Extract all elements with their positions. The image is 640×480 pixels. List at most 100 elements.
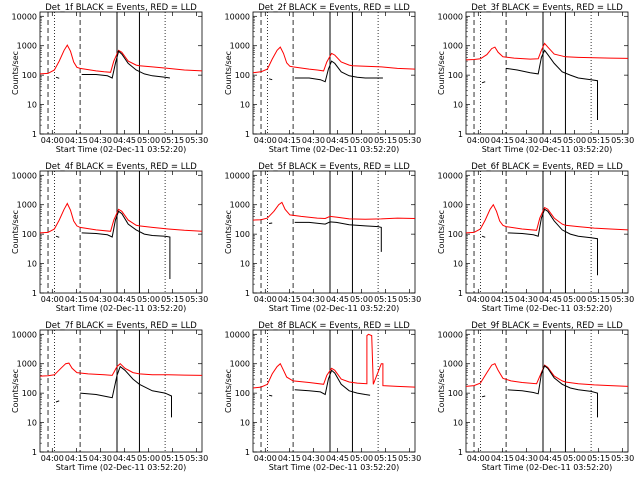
series-line-events <box>55 400 60 403</box>
x-tick-label: 05:00 <box>563 136 586 145</box>
x-tick-label: 04:00 <box>254 295 277 304</box>
x-axis-label: Start Time (02-Dec-11 03:52:20) <box>269 463 400 472</box>
y-tick-label: 1 <box>245 130 250 139</box>
y-tick-label: 100 <box>448 230 463 239</box>
panel-2: Det_2f BLACK = Events, RED = LLD 1 10 100 10… <box>224 3 421 154</box>
x-tick-label: 04:15 <box>491 295 514 304</box>
y-tick-label: 10 <box>240 419 250 428</box>
y-axis-label: Counts/sec <box>11 369 20 413</box>
y-tick-label: 1 <box>32 289 37 298</box>
x-axis-label: Start Time (02-Dec-11 03:52:20) <box>482 145 613 154</box>
y-axis-label: Counts/sec <box>11 51 20 95</box>
panel-6: Det_6f BLACK = Events, RED = LLD 1 10 100 10… <box>437 162 634 313</box>
x-tick-label: 04:00 <box>41 454 64 463</box>
y-axis-label: Counts/sec <box>11 210 20 254</box>
x-tick-label: 04:45 <box>539 454 562 463</box>
y-tick-label: 100 <box>22 230 37 239</box>
y-tick-label: 10000 <box>12 12 37 21</box>
panel-title: Det_6f BLACK = Events, RED = LLD <box>471 162 623 172</box>
x-tick-label: 04:15 <box>491 136 514 145</box>
panel-1: Det_1f BLACK = Events, RED = LLD 1 10 100 10… <box>11 3 208 154</box>
x-tick-label: 05:00 <box>350 295 373 304</box>
x-axis-label: Start Time (02-Dec-11 03:52:20) <box>56 463 187 472</box>
x-tick-label: 04:45 <box>326 136 349 145</box>
series-line-events <box>481 395 486 398</box>
x-tick-label: 05:15 <box>374 454 397 463</box>
series-line-events <box>55 76 60 79</box>
x-tick-label: 05:15 <box>374 136 397 145</box>
series-line-events <box>506 49 598 120</box>
y-tick-label: 1 <box>245 448 250 457</box>
series-line-events <box>80 365 172 418</box>
x-tick-label: 05:15 <box>587 136 610 145</box>
x-tick-label: 04:15 <box>65 295 88 304</box>
x-tick-label: 05:30 <box>611 136 634 145</box>
x-tick-label: 05:00 <box>350 136 373 145</box>
x-tick-label: 04:45 <box>113 454 136 463</box>
x-tick-label: 04:30 <box>302 136 325 145</box>
y-axis-label: Counts/sec <box>437 51 446 95</box>
y-axis-label: Counts/sec <box>224 369 233 413</box>
y-tick-label: 1000 <box>230 360 250 369</box>
plot-frame <box>39 329 203 453</box>
x-tick-label: 05:00 <box>137 295 160 304</box>
y-tick-label: 1 <box>458 130 463 139</box>
x-tick-label: 04:00 <box>254 136 277 145</box>
series-line-events <box>81 50 170 79</box>
x-tick-label: 04:00 <box>467 454 490 463</box>
panel-title: Det_8f BLACK = Events, RED = LLD <box>258 321 410 331</box>
y-tick-label: 1000 <box>17 42 37 51</box>
plot-frame <box>465 329 629 453</box>
panel-4: Det_4f BLACK = Events, RED = LLD 1 10 100 10… <box>11 162 208 313</box>
x-tick-label: 04:15 <box>65 454 88 463</box>
x-tick-label: 05:00 <box>137 136 160 145</box>
x-axis-label: Start Time (02-Dec-11 03:52:20) <box>482 463 613 472</box>
series-line-events <box>507 364 598 418</box>
x-tick-label: 04:45 <box>539 136 562 145</box>
y-tick-label: 1 <box>32 448 37 457</box>
x-tick-label: 04:30 <box>515 454 538 463</box>
y-tick-label: 10000 <box>225 171 250 180</box>
x-axis-label: Start Time (02-Dec-11 03:52:20) <box>56 145 187 154</box>
panel-title: Det_5f BLACK = Events, RED = LLD <box>258 162 410 172</box>
y-tick-label: 100 <box>22 71 37 80</box>
plot-frame <box>39 170 203 294</box>
panel-7: Det_7f BLACK = Events, RED = LLD 1 10 100 10… <box>11 321 208 472</box>
y-tick-label: 100 <box>235 71 250 80</box>
y-tick-label: 10 <box>453 260 463 269</box>
x-tick-label: 04:00 <box>41 295 64 304</box>
series-line-events <box>268 78 273 81</box>
x-tick-label: 04:45 <box>113 295 136 304</box>
y-tick-label: 10 <box>453 419 463 428</box>
y-tick-label: 1 <box>458 448 463 457</box>
plot-frame <box>39 11 203 135</box>
y-axis-label: Counts/sec <box>437 369 446 413</box>
plot-frame <box>252 11 416 135</box>
y-tick-label: 10 <box>27 260 37 269</box>
series-line-lld <box>465 203 629 234</box>
series-line-events <box>481 81 486 84</box>
y-tick-label: 1000 <box>443 360 463 369</box>
x-tick-label: 05:15 <box>587 295 610 304</box>
series-line-events <box>294 221 382 252</box>
x-tick-label: 05:30 <box>185 136 208 145</box>
x-tick-label: 04:30 <box>89 295 112 304</box>
y-tick-label: 1000 <box>443 201 463 210</box>
series-line-lld <box>39 202 203 234</box>
x-tick-label: 04:00 <box>467 136 490 145</box>
y-axis-label: Counts/sec <box>224 51 233 95</box>
x-tick-label: 04:30 <box>515 136 538 145</box>
panel-5: Det_5f BLACK = Events, RED = LLD 1 10 100 10… <box>224 162 421 313</box>
series-line-events <box>81 210 171 279</box>
panel-3: Det_3f BLACK = Events, RED = LLD 1 10 100 10… <box>437 3 634 154</box>
series-line-events <box>507 208 598 276</box>
series-line-lld <box>39 44 203 75</box>
y-tick-label: 1 <box>245 289 250 298</box>
x-tick-label: 05:30 <box>611 295 634 304</box>
x-tick-label: 05:30 <box>398 454 421 463</box>
x-tick-label: 05:15 <box>374 295 397 304</box>
panel-title: Det_3f BLACK = Events, RED = LLD <box>471 3 623 13</box>
y-axis-label: Counts/sec <box>224 210 233 254</box>
series-line-events <box>294 369 371 396</box>
